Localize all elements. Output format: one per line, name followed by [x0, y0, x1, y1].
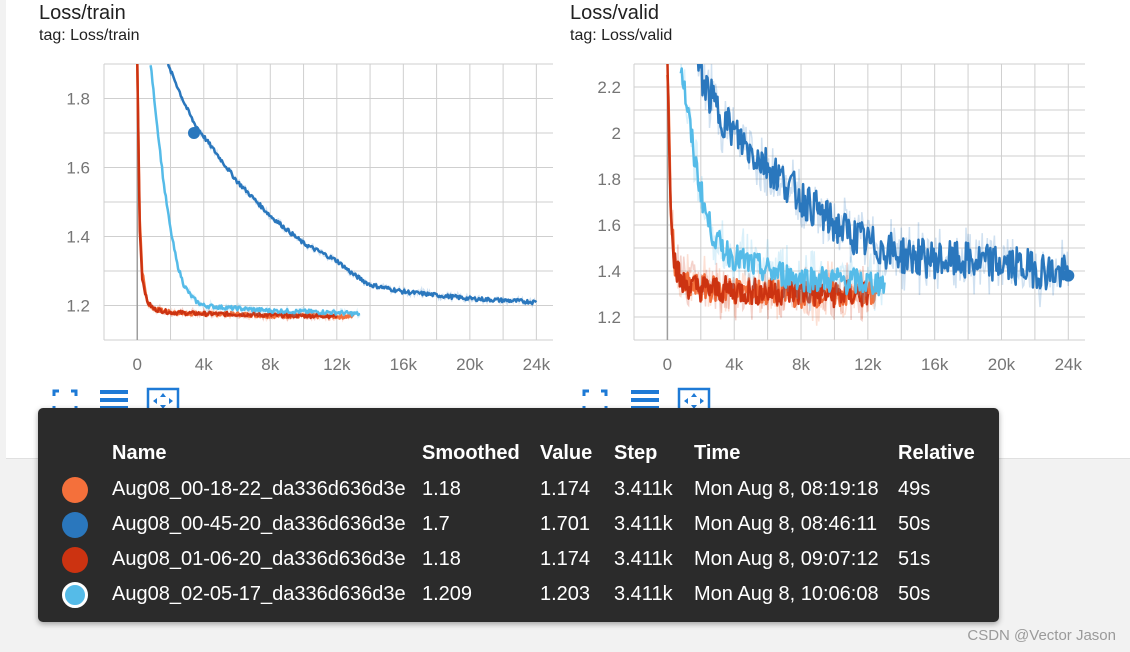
- smoothed-series-line: [166, 64, 538, 306]
- y-tick-label: 1.6: [66, 159, 90, 178]
- swatch-header: [54, 436, 110, 472]
- run-color-swatch: [62, 511, 88, 538]
- x-tick-label: 4k: [725, 355, 743, 374]
- x-tick-label: 16k: [390, 355, 418, 374]
- table-row: Aug08_02-05-17_da336d636d3e 1.209 1.203 …: [54, 577, 983, 612]
- run-smoothed: 1.209: [422, 583, 473, 605]
- run-name: Aug08_01-06-20_da336d636d3e: [112, 548, 406, 570]
- smoothed-series-line: [696, 64, 1070, 291]
- table-row: Aug08_01-06-20_da336d636d3e 1.18 1.174 3…: [54, 542, 983, 577]
- run-relative: 50s: [898, 513, 931, 535]
- y-tick-label: 2.2: [597, 78, 621, 97]
- smoothed-series-line: [666, 64, 870, 309]
- run-relative: 50s: [898, 583, 931, 605]
- run-step: 3.411k: [614, 513, 673, 535]
- panel-title-valid: Loss/valid: [570, 2, 659, 24]
- run-time: Mon Aug 8, 09:07:12: [694, 548, 879, 570]
- y-tick-label: 1.8: [597, 170, 621, 189]
- run-color-swatch: [62, 476, 88, 503]
- panel-tag-valid: tag: Loss/valid: [570, 27, 673, 44]
- series-group: [666, 64, 1070, 326]
- run-time: Mon Aug 8, 08:46:11: [694, 513, 878, 535]
- header-time: Time: [694, 441, 741, 464]
- tooltip-table: Name Smoothed Value Step Time Relative A…: [54, 436, 983, 612]
- run-step: 3.411k: [614, 548, 673, 570]
- smoothed-series-line: [136, 64, 338, 320]
- run-smoothed: 1.18: [422, 548, 461, 570]
- x-tick-label: 24k: [523, 355, 551, 374]
- series-group: [136, 64, 538, 323]
- run-step: 3.411k: [614, 478, 673, 500]
- y-tick-label: 1.8: [66, 90, 90, 109]
- header-value: Value: [540, 441, 593, 464]
- y-tick-label: 1.2: [66, 297, 90, 316]
- x-tick-label: 12k: [854, 355, 882, 374]
- run-smoothed: 1.7: [422, 513, 450, 535]
- run-name: Aug08_00-45-20_da336d636d3e: [112, 513, 406, 535]
- x-tick-label: 16k: [921, 355, 949, 374]
- smoothed-series-line: [149, 65, 361, 317]
- x-tick-label: 8k: [261, 355, 279, 374]
- fullscreen-icon[interactable]: [48, 386, 82, 416]
- smoothed-series-line: [679, 67, 886, 297]
- panel-title-train: Loss/train: [39, 2, 126, 24]
- table-row: Aug08_00-45-20_da336d636d3e 1.7 1.701 3.…: [54, 507, 983, 542]
- run-time: Mon Aug 8, 08:19:18: [694, 478, 879, 500]
- fullscreen-icon[interactable]: [578, 386, 612, 416]
- charts-canvas: 0 4k 8k 12k 16k 20k 24k 1.8 1.6 1.4 1.2 0 4k 8k 12k 16…: [66, 41, 1085, 375]
- hover-point: [1062, 269, 1075, 282]
- scalars-card: [6, 0, 1130, 459]
- x-tick-label: 24k: [1055, 355, 1083, 374]
- run-value: 1.203: [540, 583, 591, 605]
- run-relative: 51s: [898, 548, 931, 570]
- y-tick-label: 2: [612, 124, 621, 143]
- x-tick-label: 0: [663, 355, 672, 374]
- run-value: 1.174: [540, 548, 591, 570]
- table-row: Aug08_00-18-22_da336d636d3e 1.18 1.174 3…: [54, 472, 983, 507]
- x-tick-label: 4k: [195, 355, 213, 374]
- panel-tag-train: tag: Loss/train: [39, 27, 140, 44]
- run-value: 1.174: [540, 478, 591, 500]
- run-smoothed: 1.18: [422, 478, 461, 500]
- run-name: Aug08_00-18-22_da336d636d3e: [112, 478, 406, 500]
- y-tick-label: 1.4: [66, 228, 90, 247]
- chart-loss-train[interactable]: 0 4k 8k 12k 16k 20k 24k 1.8 1.6 1.4 1.2: [66, 63, 553, 374]
- raw-series-line: [167, 64, 537, 309]
- x-tick-label: 8k: [792, 355, 810, 374]
- run-value: 1.701: [540, 513, 591, 535]
- tooltip-header-row: Name Smoothed Value Step Time Relative: [54, 436, 983, 472]
- x-tick-label: 0: [133, 355, 142, 374]
- run-step: 3.411k: [614, 583, 673, 605]
- header-smoothed: Smoothed: [422, 441, 520, 464]
- x-tick-label: 20k: [988, 355, 1016, 374]
- y-tick-label: 1.2: [597, 308, 621, 327]
- header-relative: Relative: [898, 441, 975, 464]
- y-tick-label: 1.4: [597, 262, 621, 281]
- x-tick-label: 20k: [456, 355, 484, 374]
- watermark: CSDN @Vector Jason: [967, 627, 1116, 644]
- series-tooltip: Name Smoothed Value Step Time Relative A…: [38, 408, 999, 622]
- run-time: Mon Aug 8, 10:06:08: [694, 583, 879, 605]
- run-color-swatch: [62, 546, 88, 573]
- x-tick-label: 12k: [323, 355, 351, 374]
- run-color-swatch: [62, 581, 88, 608]
- run-relative: 49s: [898, 478, 931, 500]
- chart-loss-valid[interactable]: 0 4k 8k 12k 16k 20k 24k 2.2 2 1.8 1.6 1.4 1.2: [597, 41, 1085, 375]
- header-step: Step: [614, 441, 658, 464]
- hover-point: [187, 127, 200, 139]
- run-name: Aug08_02-05-17_da336d636d3e: [112, 583, 406, 605]
- header-name: Name: [112, 441, 167, 464]
- y-tick-label: 1.6: [597, 216, 621, 235]
